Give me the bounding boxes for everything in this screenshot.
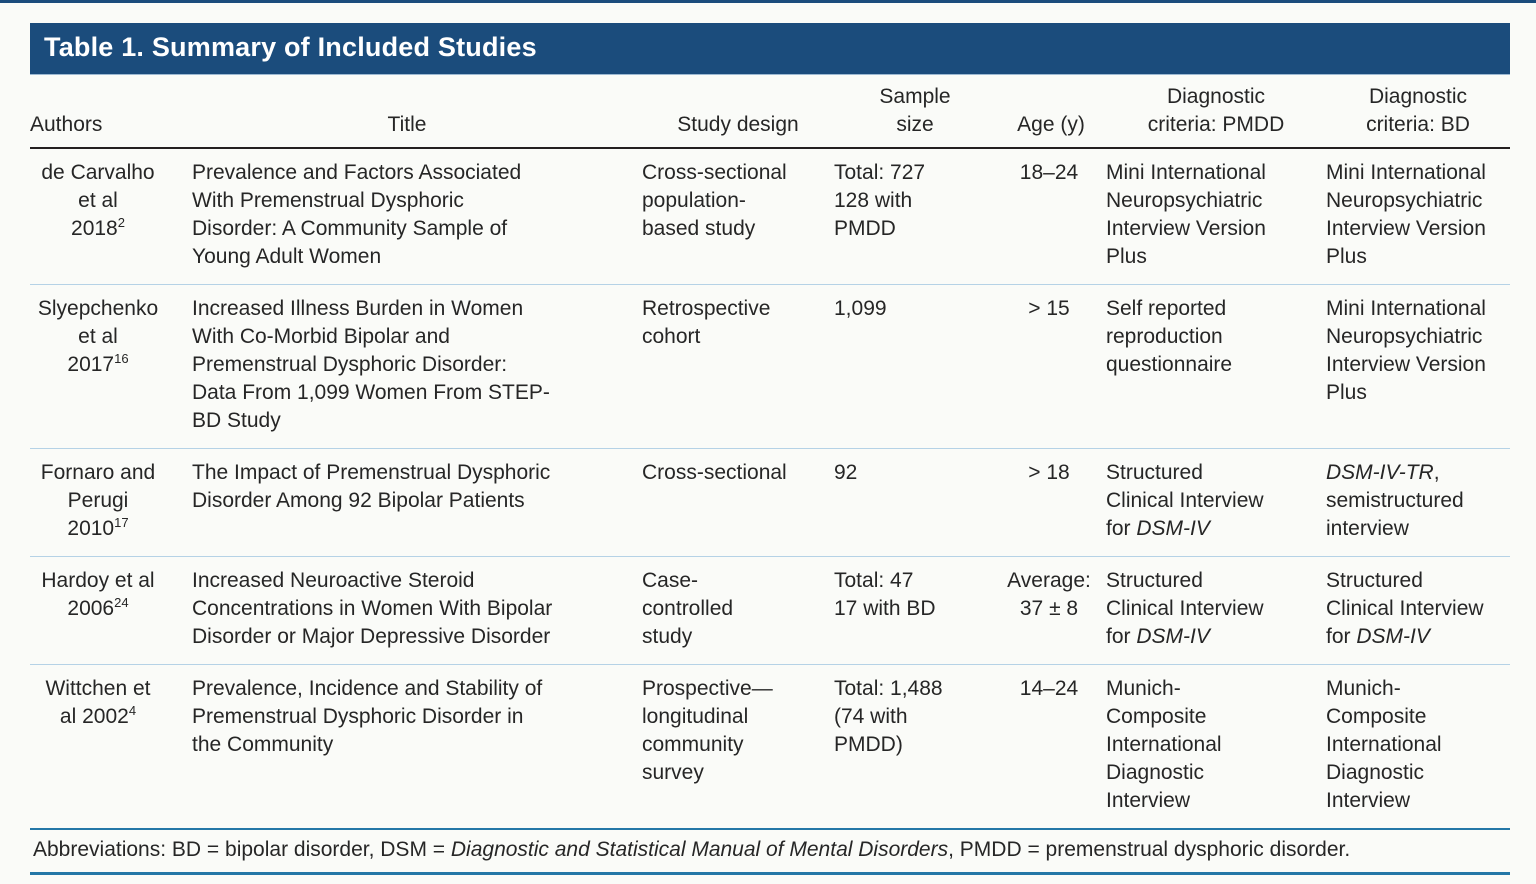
cell-sample-size: Total: 727 128 with PMDD [834,148,996,285]
column-header-diagnostic-criteria-bd: Diagnostic criteria: BD [1326,83,1510,149]
cell-sample-size: Total: 1,488 (74 with PMDD) [834,664,996,830]
cell-study-design: Prospective— longitudinal community surv… [642,664,834,830]
cell-diagnostic-criteria-bd: Mini International Neuropsychiatric Inte… [1326,148,1510,285]
cell-diagnostic-criteria-bd: DSM-IV-TR, semistructured interview [1326,448,1510,557]
cell-age: 18–24 [996,148,1106,285]
column-header-title: Title [172,83,642,149]
cell-diagnostic-criteria-bd: Munich- Composite International Diagnost… [1326,664,1510,830]
table-row-wittchen-2002: Wittchen et al 20024 Prevalence, Inciden… [30,664,1510,830]
abbreviations-footnote: Abbreviations: BD = bipolar disorder, DS… [33,838,1351,861]
cell-title: Prevalence and Factors Associated With P… [172,148,642,285]
column-header-age: Age (y) [996,83,1106,149]
cell-title: Increased Neuroactive Steroid Concentrat… [172,556,642,665]
table-title-bar: Table 1. Summary of Included Studies [30,23,1510,75]
cell-authors: de Carvalho et al 20182 [30,148,172,285]
cell-title: The Impact of Premenstrual Dysphoric Dis… [172,448,642,557]
footnote-band: Abbreviations: BD = bipolar disorder, DS… [30,830,1510,875]
table-title: Table 1. Summary of Included Studies [44,32,537,62]
cell-age: > 18 [996,448,1106,557]
cell-title: Prevalence, Incidence and Stability of P… [172,664,642,830]
cell-diagnostic-criteria-bd: Mini International Neuropsychiatric Inte… [1326,284,1510,449]
table-row-de-carvalho-2018: de Carvalho et al 20182 Prevalence and F… [30,148,1510,285]
cell-diagnostic-criteria-pmdd: Structured Clinical Interview for DSM-IV [1106,556,1326,665]
cell-authors: Wittchen et al 20024 [30,664,172,830]
cell-diagnostic-criteria-pmdd: Munich- Composite International Diagnost… [1106,664,1326,830]
table-row-hardoy-2006: Hardoy et al 200624 Increased Neuroactiv… [30,556,1510,665]
column-header-sample-size: Sample size [834,83,996,149]
cell-diagnostic-criteria-pmdd: Self reported reproduction questionnaire [1106,284,1326,449]
table-row-slyepchenko-2017: Slyepchenko et al 201716 Increased Illne… [30,284,1510,449]
cell-sample-size: Total: 47 17 with BD [834,556,996,665]
cell-authors: Fornaro and Perugi 201017 [30,448,172,557]
cell-age: Average: 37 ± 8 [996,556,1106,665]
cell-title: Increased Illness Burden in Women With C… [172,284,642,449]
column-header-diagnostic-criteria-pmdd: Diagnostic criteria: PMDD [1106,83,1326,149]
cell-age: > 15 [996,284,1106,449]
column-header-study-design: Study design [642,83,834,149]
summary-of-included-studies-table: Authors Title Study design Sample size A… [30,83,1510,830]
header-row: Authors Title Study design Sample size A… [30,83,1510,149]
cell-sample-size: 1,099 [834,284,996,449]
column-header-authors: Authors [30,83,172,149]
cell-study-design: Cross-sectional population- based study [642,148,834,285]
cell-authors: Hardoy et al 200624 [30,556,172,665]
cell-study-design: Retrospective cohort [642,284,834,449]
cell-study-design: Case- controlled study [642,556,834,665]
table-1-container: Table 1. Summary of Included Studies Aut… [30,23,1510,875]
cell-authors: Slyepchenko et al 201716 [30,284,172,449]
cell-sample-size: 92 [834,448,996,557]
cell-age: 14–24 [996,664,1106,830]
cell-study-design: Cross-sectional [642,448,834,557]
top-border-rule [0,0,1536,3]
cell-diagnostic-criteria-pmdd: Structured Clinical Interview for DSM-IV [1106,448,1326,557]
cell-diagnostic-criteria-pmdd: Mini International Neuropsychiatric Inte… [1106,148,1326,285]
table-row-fornaro-perugi-2010: Fornaro and Perugi 201017 The Impact of … [30,448,1510,557]
cell-diagnostic-criteria-bd: Structured Clinical Interview for DSM-IV [1326,556,1510,665]
